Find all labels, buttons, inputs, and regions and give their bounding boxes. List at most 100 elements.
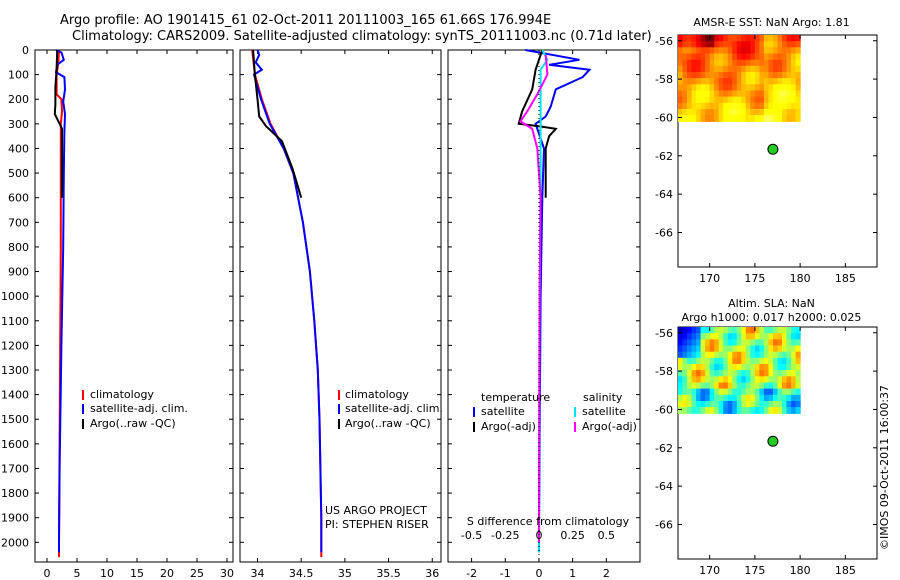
x-tick-label: 25 [190, 567, 204, 580]
map-cell [795, 382, 801, 390]
map-cell [754, 102, 760, 110]
map-cell [678, 72, 684, 79]
map-cell [691, 345, 697, 353]
map-cell [732, 59, 738, 67]
y-tick-label: 1900 [1, 512, 29, 525]
map-cell [754, 90, 760, 98]
map-cell [791, 53, 797, 61]
map-cell [795, 102, 801, 110]
map-cell [691, 333, 697, 340]
map-cell [700, 327, 706, 334]
map-cell [786, 102, 792, 110]
map-cell [678, 109, 684, 116]
map-cell [705, 109, 711, 116]
map-cell [682, 35, 688, 42]
map-cell [678, 339, 684, 347]
map-cell [777, 345, 783, 353]
y-tick-label: 2000 [1, 536, 29, 549]
map-cell [732, 109, 738, 116]
map-cell [763, 65, 769, 73]
map-cell [741, 47, 747, 55]
map-title: AMSR-E SST: NaN Argo: 1.81 [693, 16, 849, 29]
map-cell [777, 394, 783, 402]
map-cell [691, 109, 697, 116]
map-cell [700, 388, 706, 396]
map-cell [768, 401, 774, 408]
map-cell [709, 376, 715, 384]
x-tick-label: 34 [250, 567, 264, 580]
map-cell [732, 394, 738, 402]
map-cell [700, 351, 706, 359]
map-cell [714, 35, 720, 42]
map-cell [732, 376, 738, 384]
legend-label: satellite-adj. clim. [90, 402, 188, 415]
y-tick-label: 1600 [1, 438, 29, 451]
map-cell [763, 357, 769, 365]
map-cell [687, 96, 693, 104]
y-tick-label: 200 [8, 93, 29, 106]
map-cell [791, 115, 797, 122]
map-cell [750, 327, 756, 334]
x-tick-label: 20 [160, 567, 174, 580]
map-cell [691, 407, 697, 414]
map-cell [768, 388, 774, 396]
map-cell [687, 351, 693, 359]
map-cell [718, 47, 724, 55]
series-line [525, 49, 592, 553]
credit-pi: PI: STEPHEN RISER [325, 518, 429, 531]
map-cell [786, 53, 792, 61]
map-cell [782, 345, 788, 353]
map-cell [759, 339, 765, 347]
map-cell [718, 115, 724, 122]
map-cell [791, 394, 797, 402]
map-cell [782, 115, 788, 122]
map-cell [687, 65, 693, 73]
map-cell [754, 364, 760, 371]
map-cell [782, 407, 788, 414]
map-cell [741, 78, 747, 85]
map-cell [700, 65, 706, 73]
map-cell [773, 376, 779, 384]
y-tick-label: 1000 [1, 290, 29, 303]
map-cell [678, 351, 684, 359]
map-cell [723, 115, 729, 122]
legend-label: Argo(..raw -QC) [345, 417, 431, 430]
map-cell [714, 109, 720, 116]
y-tick-label: 800 [8, 241, 29, 254]
map-cell [727, 109, 733, 116]
legend-label: climatology [90, 388, 154, 401]
map-cell [754, 357, 760, 365]
map-cell [727, 35, 733, 42]
map-cell [718, 339, 724, 347]
map-cell [763, 102, 769, 110]
map-cell [723, 327, 729, 334]
x-tick-label: 185 [835, 564, 856, 577]
map-cell [700, 364, 706, 371]
map-cell [700, 59, 706, 67]
map-cell [709, 65, 715, 73]
map-cell [732, 53, 738, 61]
map-cell [795, 78, 801, 85]
map-cell [705, 345, 711, 353]
map-cell [786, 35, 792, 42]
map-cell [741, 35, 747, 42]
map-cell [705, 407, 711, 414]
map-cell [687, 35, 693, 42]
map-cell [709, 394, 715, 402]
float-position-marker [767, 435, 779, 447]
map-cell [777, 59, 783, 67]
map-cell [736, 65, 742, 73]
series-line [252, 49, 303, 198]
map-cell [750, 376, 756, 384]
map-cell [763, 382, 769, 390]
map-cell [768, 72, 774, 79]
map-cell [727, 72, 733, 79]
map-cell [773, 394, 779, 402]
map-cell [795, 53, 801, 61]
map-cell [754, 333, 760, 340]
map-cell [773, 96, 779, 104]
map-cell [745, 72, 751, 79]
map-cell [718, 388, 724, 396]
map-cell [723, 388, 729, 396]
map-cell [678, 357, 684, 365]
